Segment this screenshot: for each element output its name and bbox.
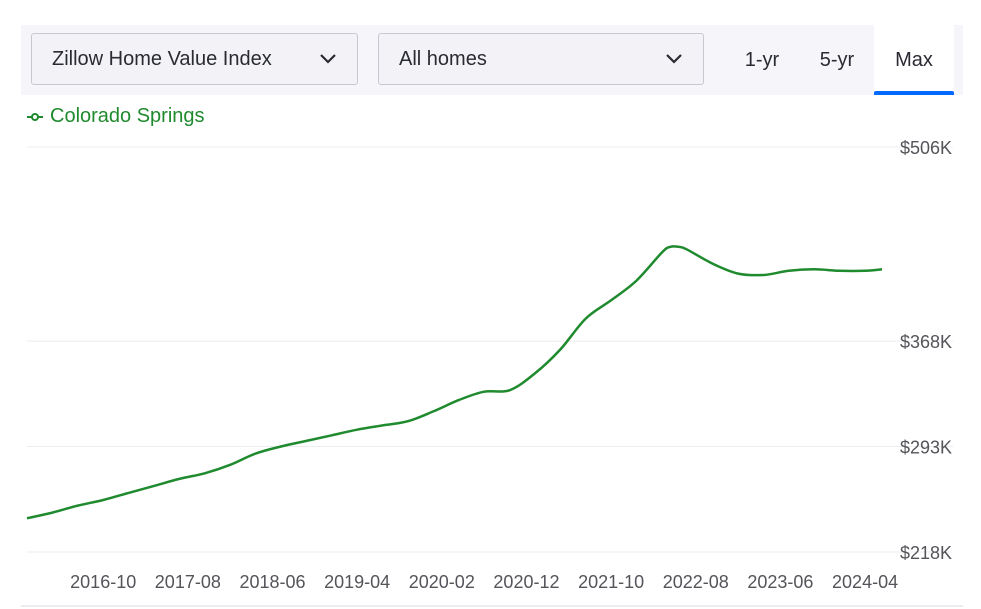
data-point[interactable]	[707, 258, 719, 270]
x-tick-label: 2019-04	[324, 572, 390, 592]
data-point[interactable]	[554, 344, 566, 356]
data-point[interactable]	[732, 268, 744, 280]
y-tick-label: $293K	[900, 438, 952, 458]
series-line-colorado-springs[interactable]	[26, 245, 883, 520]
x-tick-label: 2020-02	[409, 572, 475, 592]
data-point[interactable]	[529, 367, 541, 379]
x-tick-label: 2022-08	[663, 572, 729, 592]
range-max-tab[interactable]: Max	[874, 25, 954, 95]
series-layer	[21, 244, 888, 524]
x-tick-label: 2020-12	[493, 572, 559, 592]
x-axis-labels: 2016-10 2017-08 2018-06 2019-04 2020-02 2020-…	[70, 572, 898, 592]
data-point[interactable]	[402, 415, 414, 427]
metric-dropdown-value: Zillow Home Value Index	[52, 47, 272, 70]
y-axis-labels: $218K $293K $368K $506K	[900, 138, 952, 563]
range-1yr-label: 1-yr	[744, 48, 780, 71]
range-5yr-tab[interactable]: 5-yr	[807, 25, 867, 95]
y-tick-label: $506K	[900, 138, 952, 158]
x-tick-label: 2024-04	[832, 572, 898, 592]
gridlines	[27, 146, 953, 553]
y-tick-label: $368K	[900, 332, 952, 352]
home-type-dropdown-value: All homes	[399, 47, 487, 70]
data-point[interactable]	[876, 263, 888, 275]
data-point[interactable]	[605, 294, 617, 306]
data-point[interactable]	[250, 448, 262, 460]
data-point[interactable]	[72, 500, 84, 512]
data-point[interactable]	[97, 494, 109, 506]
metric-dropdown[interactable]: Zillow Home Value Index	[31, 33, 358, 85]
chart-legend[interactable]: Colorado Springs	[26, 104, 205, 128]
x-tick-label: 2018-06	[239, 572, 305, 592]
range-5yr-label: 5-yr	[819, 48, 855, 71]
data-point[interactable]	[834, 265, 846, 277]
home-type-dropdown[interactable]: All homes	[378, 33, 704, 85]
data-point[interactable]	[148, 480, 160, 492]
data-point[interactable]	[757, 269, 769, 281]
chevron-down-icon	[665, 52, 685, 66]
data-point[interactable]	[21, 512, 33, 524]
legend-series-label: Colorado Springs	[50, 104, 205, 127]
data-point[interactable]	[504, 384, 516, 396]
data-point[interactable]	[123, 487, 135, 499]
data-point[interactable]	[46, 507, 58, 519]
data-point[interactable]	[326, 429, 338, 441]
chart-toolbar: Zillow Home Value Index All homes 1-yr 5…	[21, 25, 963, 95]
data-point[interactable]	[377, 419, 389, 431]
data-point[interactable]	[478, 386, 490, 398]
chart-bottom-divider	[21, 605, 963, 607]
data-point[interactable]	[631, 275, 643, 287]
data-point[interactable]	[300, 435, 312, 447]
data-point[interactable]	[224, 459, 236, 471]
data-point[interactable]	[173, 473, 185, 485]
data-point[interactable]	[681, 244, 693, 256]
data-point[interactable]	[453, 394, 465, 406]
data-point[interactable]	[351, 424, 363, 436]
range-max-label: Max	[895, 48, 933, 71]
range-1yr-tab[interactable]: 1-yr	[731, 25, 793, 95]
data-point[interactable]	[199, 467, 211, 479]
data-point[interactable]	[580, 313, 592, 325]
data-point[interactable]	[275, 441, 287, 453]
x-tick-label: 2021-10	[578, 572, 644, 592]
legend-line-marker-icon	[26, 105, 44, 128]
chevron-down-icon	[319, 52, 339, 66]
x-tick-label: 2016-10	[70, 572, 136, 592]
data-point[interactable]	[859, 265, 871, 277]
x-tick-label: 2023-06	[747, 572, 813, 592]
x-tick-label: 2017-08	[155, 572, 221, 592]
data-point[interactable]	[427, 405, 439, 417]
data-point[interactable]	[808, 263, 820, 275]
data-point[interactable]	[783, 265, 795, 277]
active-tab-indicator	[874, 91, 954, 95]
y-tick-label: $218K	[900, 543, 952, 563]
